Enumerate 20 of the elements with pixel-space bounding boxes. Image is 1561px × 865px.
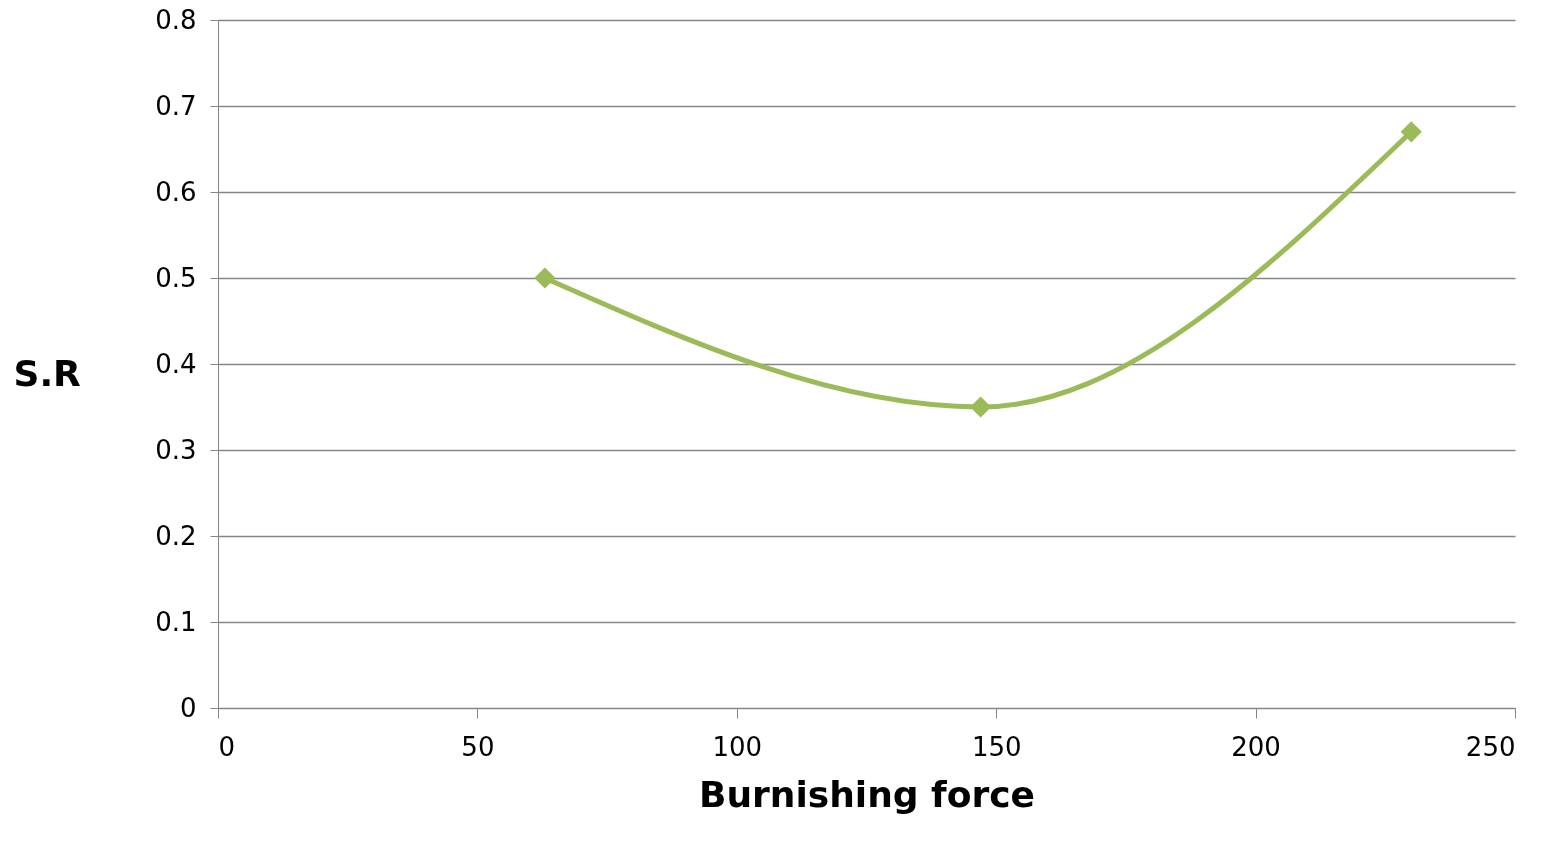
x-tick-label: 250 <box>1465 731 1516 762</box>
x-tick-label: 150 <box>971 731 1022 762</box>
y-tick-label: 0.4 <box>155 348 197 379</box>
x-tick-label: 100 <box>712 731 763 762</box>
y-tick-label: 0.6 <box>155 176 197 207</box>
y-tick-label: 0.1 <box>155 606 197 637</box>
y-tick-label: 0.2 <box>155 520 197 551</box>
point <box>1400 121 1422 143</box>
x-tick-label: 200 <box>1231 731 1281 762</box>
y-tick-label: 0.3 <box>155 434 197 465</box>
x-tick-label: 0 <box>218 731 236 762</box>
x-tick-label: 50 <box>461 731 495 762</box>
y-tick-label: 0.5 <box>155 262 197 293</box>
point <box>534 267 556 289</box>
y-tick-label: 0.7 <box>155 90 197 121</box>
point <box>970 396 992 418</box>
y-tick-label: 0.8 <box>155 4 197 35</box>
y-tick-label: 0 <box>179 692 197 723</box>
y-axis-title: S.R <box>13 352 81 394</box>
x-axis-title: Burnishing force <box>698 773 1036 815</box>
